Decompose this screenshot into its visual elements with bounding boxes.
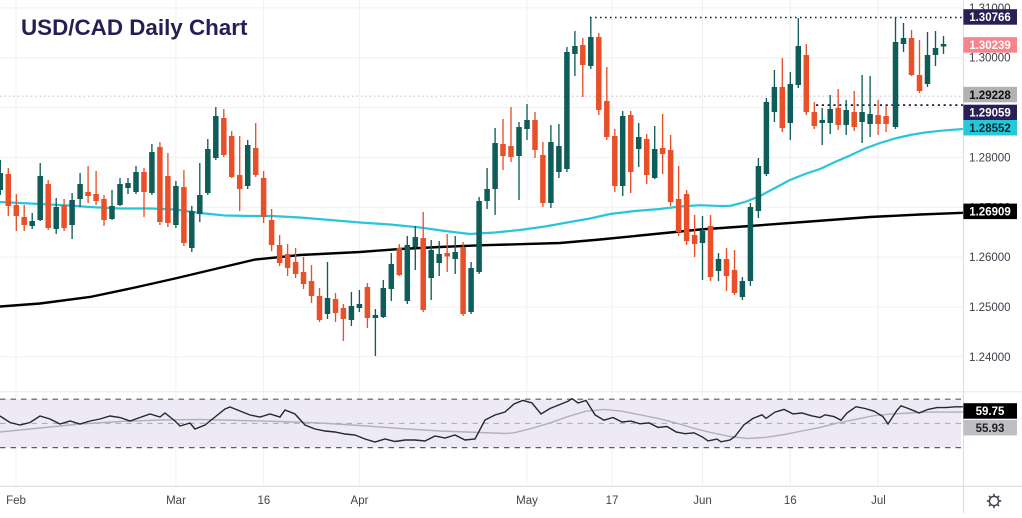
svg-text:1.30239: 1.30239 — [969, 40, 1011, 52]
svg-text:1.29059: 1.29059 — [969, 108, 1011, 120]
svg-text:1.26000: 1.26000 — [969, 252, 1011, 264]
svg-text:1.28000: 1.28000 — [969, 152, 1011, 164]
svg-text:1.25000: 1.25000 — [969, 302, 1011, 314]
svg-text:Feb: Feb — [6, 495, 26, 507]
svg-text:16: 16 — [784, 495, 797, 507]
svg-text:17: 17 — [606, 495, 619, 507]
svg-text:16: 16 — [258, 495, 271, 507]
svg-text:1.30000: 1.30000 — [969, 53, 1011, 65]
svg-text:1.30766: 1.30766 — [969, 12, 1011, 24]
svg-text:Apr: Apr — [351, 495, 369, 507]
svg-text:1.28552: 1.28552 — [969, 123, 1011, 135]
svg-text:1.26909: 1.26909 — [969, 207, 1011, 219]
svg-text:USD/CAD Daily Chart: USD/CAD Daily Chart — [21, 15, 248, 40]
svg-text:1.29228: 1.29228 — [969, 90, 1011, 102]
svg-text:Mar: Mar — [166, 495, 186, 507]
svg-text:Jul: Jul — [871, 495, 886, 507]
svg-text:1.24000: 1.24000 — [969, 352, 1011, 364]
svg-text:55.93: 55.93 — [976, 423, 1005, 435]
svg-text:59.75: 59.75 — [976, 406, 1005, 418]
svg-text:Jun: Jun — [693, 495, 712, 507]
svg-text:May: May — [516, 495, 538, 507]
